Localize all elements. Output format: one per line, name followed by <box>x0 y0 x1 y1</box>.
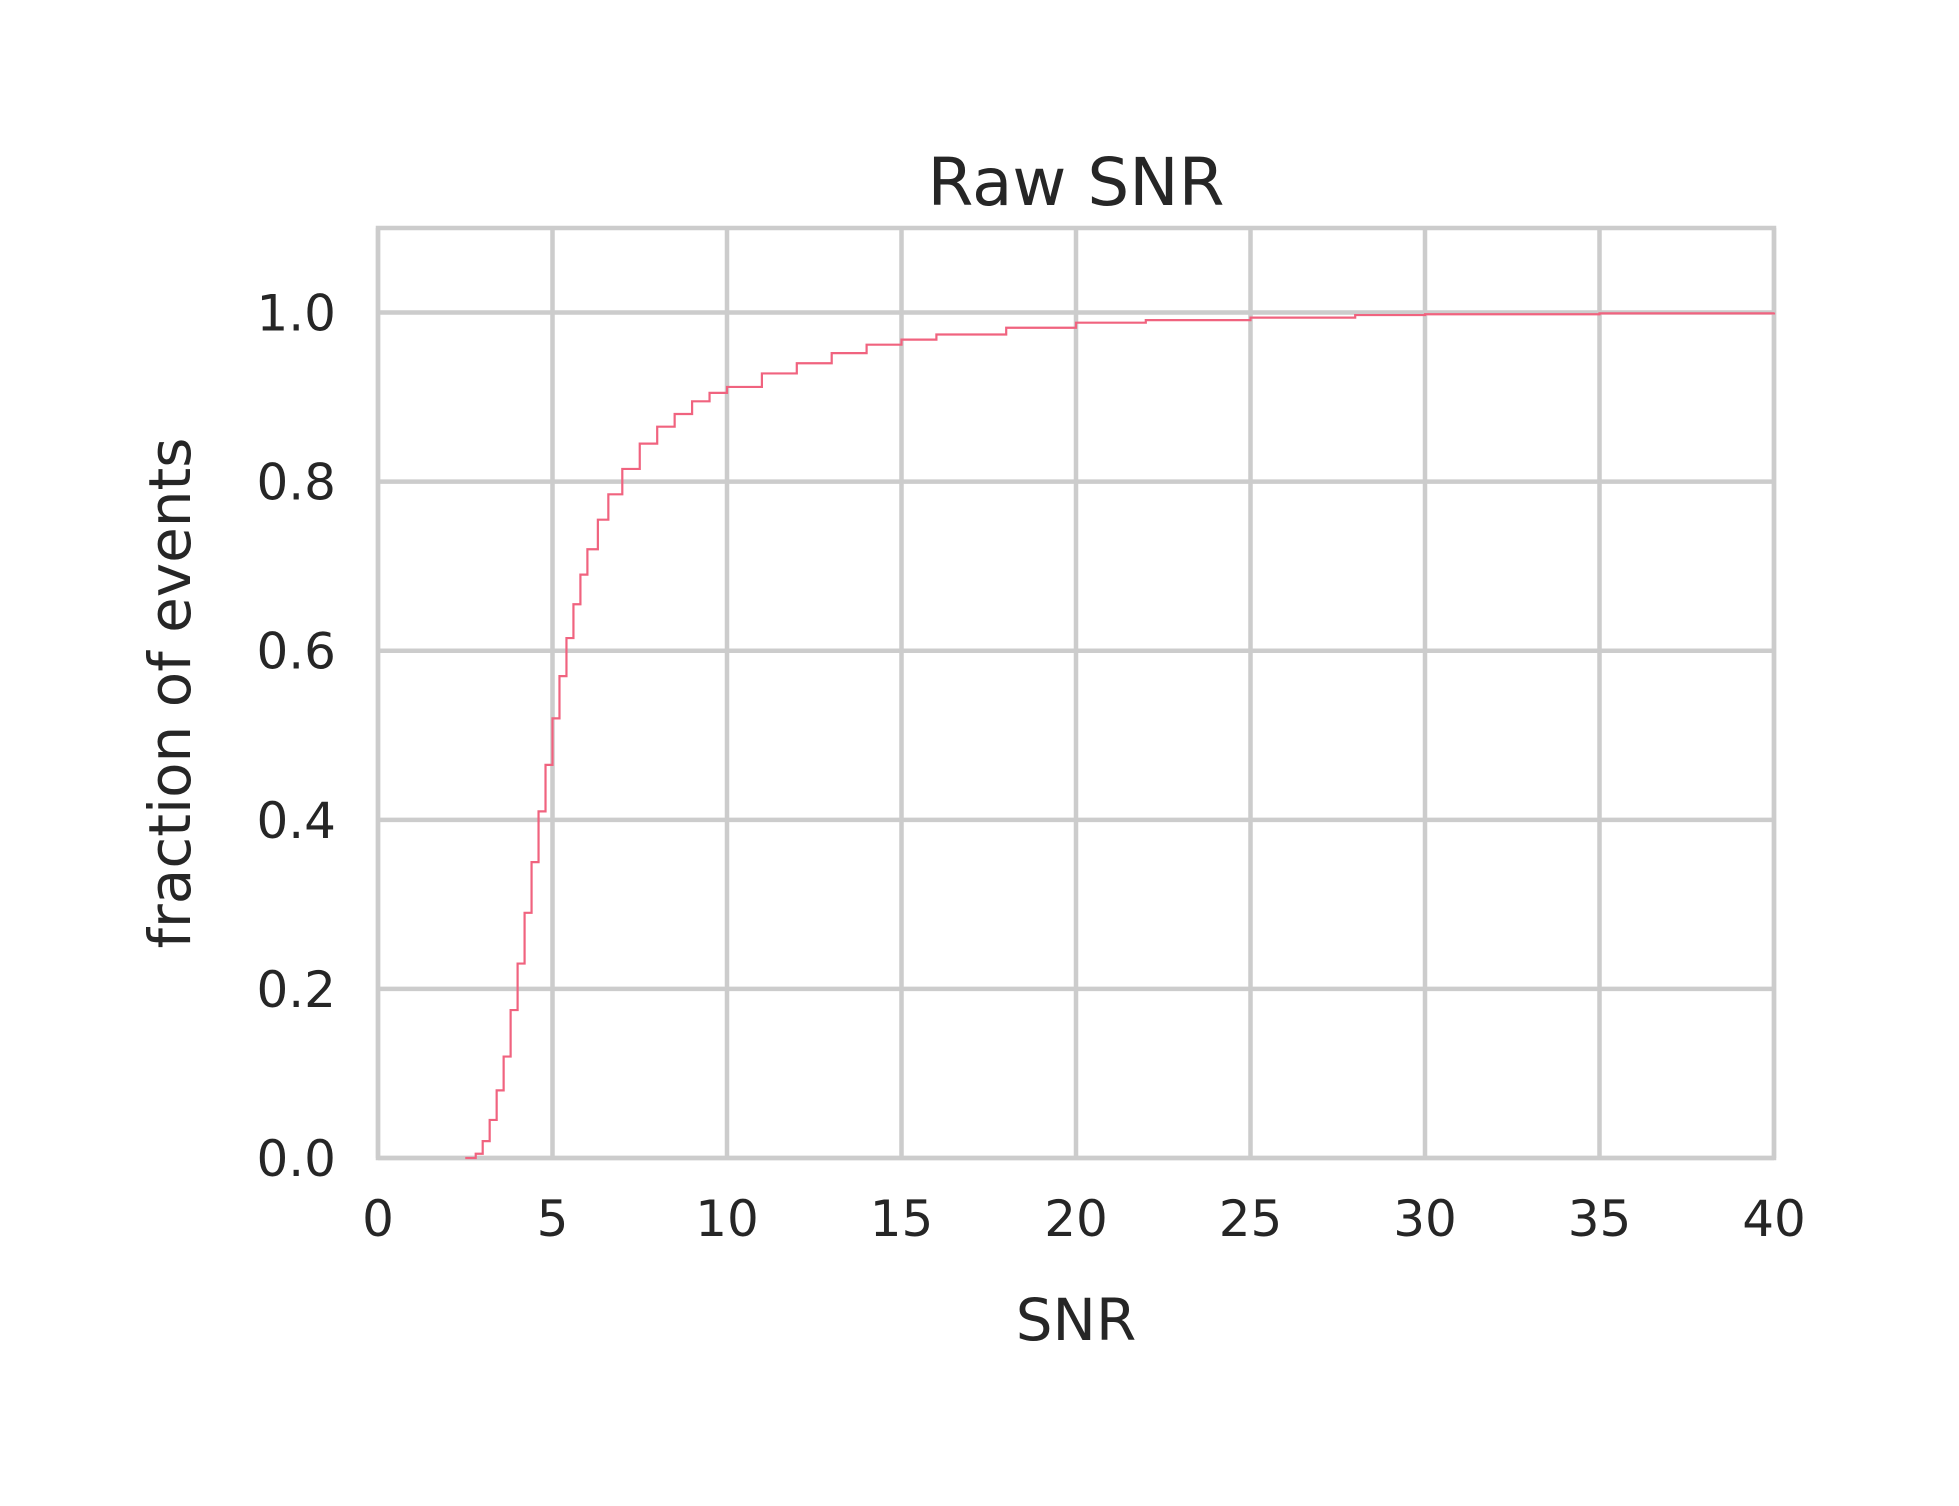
x-tick-label: 5 <box>537 1190 569 1248</box>
grid <box>375 228 1777 1161</box>
series-line <box>465 312 1776 1160</box>
x-tick-label: 0 <box>362 1190 394 1248</box>
y-tick-label: 0.4 <box>256 792 336 850</box>
x-tick-label: 20 <box>1044 1190 1108 1248</box>
x-tick-label: 25 <box>1219 1190 1283 1248</box>
x-tick-label: 10 <box>695 1190 759 1248</box>
x-tick-label: 15 <box>870 1190 934 1248</box>
chart-title: Raw SNR <box>928 144 1225 221</box>
x-tick-label: 30 <box>1393 1190 1457 1248</box>
y-tick-label: 0.6 <box>256 623 336 681</box>
x-tick-label: 40 <box>1742 1190 1806 1248</box>
y-tick-label: 0.2 <box>256 961 336 1019</box>
x-tick-labels: 0 5 10 15 20 25 30 35 40 <box>362 1190 1806 1248</box>
y-tick-label: 1.0 <box>256 285 336 343</box>
y-tick-label: 0.0 <box>256 1130 336 1188</box>
x-axis-label: SNR <box>1016 1286 1137 1354</box>
y-tick-label: 0.8 <box>256 454 336 512</box>
y-tick-labels: 0.0 0.2 0.4 0.6 0.8 1.0 <box>256 285 336 1188</box>
plot-frame <box>375 225 1777 1161</box>
x-tick-label: 35 <box>1568 1190 1632 1248</box>
y-axis-label: fraction of events <box>136 438 204 949</box>
